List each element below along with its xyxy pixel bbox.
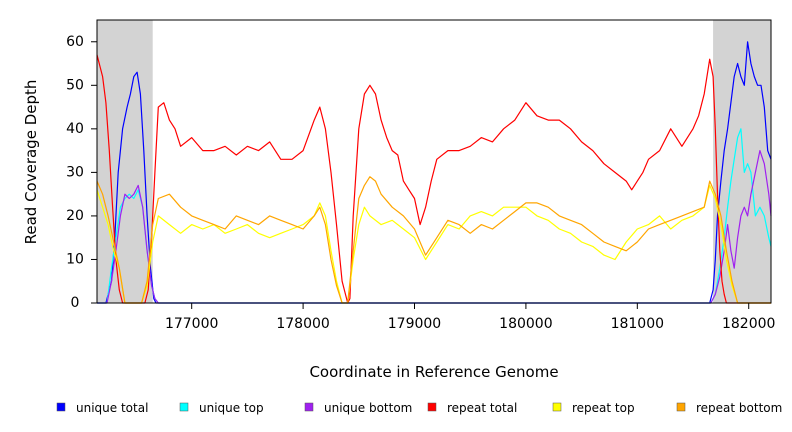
legend-swatch-unique-total (56, 402, 66, 412)
y-tick-label: 10 (66, 251, 84, 267)
series-line-repeat-total (96, 54, 771, 304)
legend: unique total unique top unique bottom repea… (56, 401, 782, 415)
y-axis: 0 10 20 30 40 50 60 (66, 34, 97, 311)
legend-label-repeat-total: repeat total (447, 401, 517, 415)
shaded-region-2 (713, 20, 771, 303)
series-lines (96, 41, 772, 304)
legend-label-repeat-top: repeat top (572, 401, 635, 415)
series-line-repeat-bottom (96, 176, 771, 304)
legend-label-unique-bottom: unique bottom (324, 401, 412, 415)
plot-frame (96, 19, 772, 304)
x-tick-label: 179000 (388, 316, 441, 332)
legend-swatch-repeat-bottom (676, 402, 686, 412)
series-line-unique-top (97, 128, 772, 304)
x-tick-label: 178000 (276, 316, 329, 332)
legend-label-unique-total: unique total (76, 401, 148, 415)
legend-swatch-unique-top (179, 402, 189, 412)
y-axis-title: Read Coverage Depth (22, 80, 40, 245)
y-tick-label: 20 (66, 208, 84, 224)
y-tick-label: 40 (66, 121, 84, 137)
y-tick-label: 60 (66, 34, 84, 50)
x-tick-label: 182000 (722, 316, 775, 332)
legend-swatch-repeat-top (552, 402, 562, 412)
x-tick-label: 181000 (611, 316, 664, 332)
shaded-region-1 (97, 20, 153, 303)
y-tick-label: 50 (66, 77, 84, 93)
y-tick-label: 0 (71, 295, 80, 311)
legend-label-unique-top: unique top (199, 401, 264, 415)
x-axis-title: Coordinate in Reference Genome (309, 363, 558, 381)
shaded-regions (97, 20, 771, 303)
x-tick-label: 180000 (499, 316, 552, 332)
x-tick-label: 177000 (165, 316, 218, 332)
legend-swatch-unique-bottom (304, 402, 314, 412)
legend-swatch-repeat-total (427, 402, 437, 412)
y-tick-label: 30 (66, 164, 84, 180)
x-axis: 177000 178000 179000 180000 181000 182000 (165, 303, 775, 332)
legend-label-repeat-bottom: repeat bottom (696, 401, 782, 415)
series-line-repeat-top (96, 184, 771, 304)
